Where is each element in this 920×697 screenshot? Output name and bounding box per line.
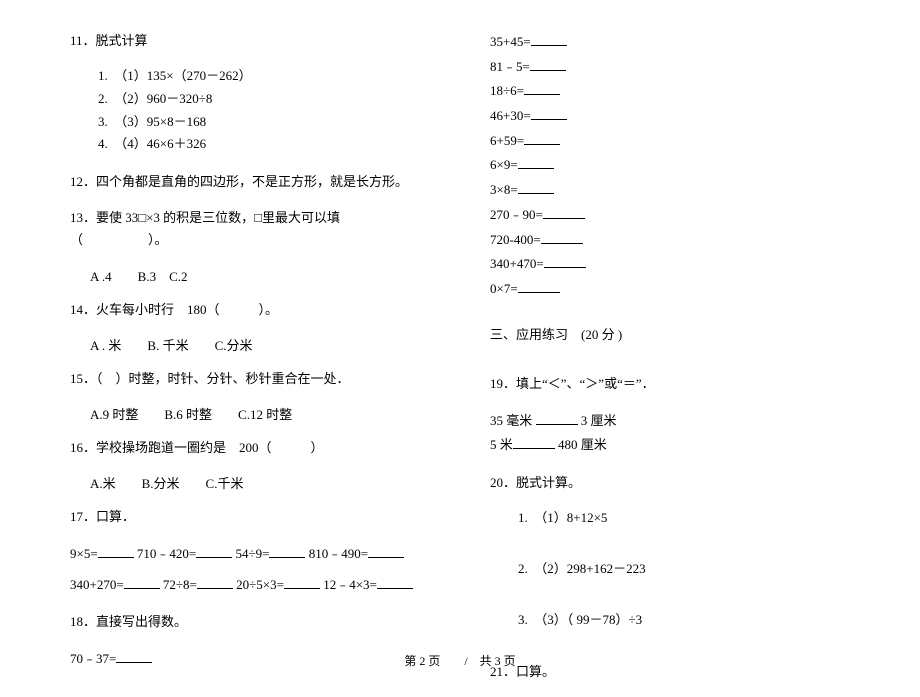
q17-1d: 810﹣490= — [309, 546, 368, 561]
calc-item: 46+30= — [490, 108, 531, 123]
calc-row: 720-400= — [490, 228, 850, 253]
q20-i2: 2. （2）298+162－223 — [518, 559, 850, 580]
q16-title: 16．学校操场跑道一圈约是 200（ ） — [70, 437, 430, 459]
q19-l2b: 480 厘米 — [558, 437, 607, 452]
blank — [197, 576, 233, 589]
calc-item: 6+59= — [490, 133, 524, 148]
q11-item-1: 1. （1）135×（270－262） — [98, 66, 430, 87]
q20-i3: 3. （3）（ 99－78）÷3 — [518, 610, 850, 631]
blank — [541, 231, 583, 244]
calc-item: 6×9= — [490, 157, 518, 172]
q13-title: 13．要使 33□×3 的积是三位数，□里最大可以填（ ）。 — [70, 207, 430, 251]
blank — [518, 156, 554, 169]
blank — [518, 280, 560, 293]
calc-row: 46+30= — [490, 104, 850, 129]
right-calc-list: 35+45= 81﹣5= 18÷6= 46+30= 6+59= 6×9= 3×8… — [490, 30, 850, 302]
blank — [124, 576, 160, 589]
calc-row: 3×8= — [490, 178, 850, 203]
q17-2a: 340+270= — [70, 577, 124, 592]
blank — [518, 181, 554, 194]
q17-line1: 9×5= 710﹣420= 54÷9= 810﹣490= — [70, 542, 430, 567]
blank — [284, 576, 320, 589]
q11-title: 11．脱式计算 — [70, 30, 430, 52]
calc-item: 81﹣5= — [490, 59, 530, 74]
calc-row: 6×9= — [490, 153, 850, 178]
blank — [544, 255, 586, 268]
q17-1a: 9×5= — [70, 546, 98, 561]
blank — [543, 206, 585, 219]
calc-item: 340+470= — [490, 256, 544, 271]
blank — [368, 545, 404, 558]
q15-title: 15．（ ）时整，时针、分针、秒针重合在一处． — [70, 368, 430, 390]
blank — [524, 82, 560, 95]
blank — [377, 576, 413, 589]
q11-item-2: 2. （2）960－320÷8 — [98, 89, 430, 110]
calc-row: 0×7= — [490, 277, 850, 302]
calc-row: 340+470= — [490, 252, 850, 277]
q17-line2: 340+270= 72÷8= 20÷5×3= 12﹣4×3= — [70, 573, 430, 598]
q15-options: A.9 时整 B.6 时整 C.12 时整 — [90, 404, 430, 423]
q19-line2: 5 米 480 厘米 — [490, 433, 850, 458]
q19-l1b: 3 厘米 — [581, 413, 617, 428]
blank — [536, 412, 578, 425]
blank — [269, 545, 305, 558]
blank — [513, 436, 555, 449]
blank — [196, 545, 232, 558]
calc-item: 18÷6= — [490, 83, 524, 98]
q17-2b: 72÷8= — [163, 577, 197, 592]
calc-item: 0×7= — [490, 281, 518, 296]
q11-item-4: 4. （4）46×6＋326 — [98, 134, 430, 155]
calc-item: 720-400= — [490, 232, 541, 247]
q20-title: 20．脱式计算。 — [490, 472, 850, 494]
q17-2c: 20÷5×3= — [236, 577, 284, 592]
q17-1c: 54÷9= — [236, 546, 270, 561]
page-footer: 第 2 页 / 共 3 页 — [0, 652, 920, 669]
section-3-title: 三、应用练习 (20 分 ) — [490, 324, 850, 343]
q18-title: 18．直接写出得数。 — [70, 611, 430, 633]
q19-l2a: 5 米 — [490, 437, 513, 452]
calc-item: 270﹣90= — [490, 207, 543, 222]
q13-options: A .4 B.3 C.2 — [90, 266, 430, 285]
q14-title: 14．火车每小时行 180（ ）。 — [70, 299, 430, 321]
blank — [98, 545, 134, 558]
calc-row: 270﹣90= — [490, 203, 850, 228]
blank — [530, 58, 566, 71]
calc-row: 6+59= — [490, 129, 850, 154]
calc-item: 3×8= — [490, 182, 518, 197]
q17-2d: 12﹣4×3= — [323, 577, 377, 592]
q12: 12．四个角都是直角的四边形，不是正方形，就是长方形。 — [70, 171, 430, 193]
q14-options: A . 米 B. 千米 C.分米 — [90, 335, 430, 354]
q19-title: 19．填上“＜”、“＞”或“＝”． — [490, 373, 850, 395]
q17-1b: 710﹣420= — [137, 546, 196, 561]
q19-line1: 35 毫米 3 厘米 — [490, 409, 850, 434]
q17-title: 17．口算． — [70, 506, 430, 528]
q20-i1: 1. （1）8+12×5 — [518, 508, 850, 529]
blank — [524, 132, 560, 145]
blank — [531, 107, 567, 120]
q16-options: A.米 B.分米 C.千米 — [90, 473, 430, 492]
calc-item: 35+45= — [490, 34, 531, 49]
calc-row: 81﹣5= — [490, 55, 850, 80]
calc-row: 18÷6= — [490, 79, 850, 104]
q11-item-3: 3. （3）95×8－168 — [98, 112, 430, 133]
blank — [531, 33, 567, 46]
calc-row: 35+45= — [490, 30, 850, 55]
q19-l1a: 35 毫米 — [490, 413, 532, 428]
